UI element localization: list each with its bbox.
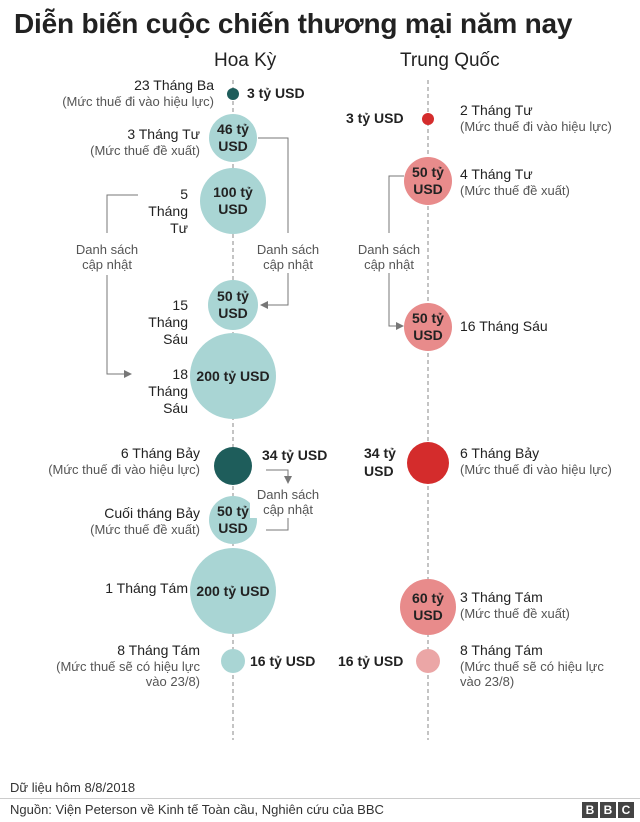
us-label-apr5: 5 Tháng Tư: [148, 186, 188, 236]
china-date-jul6: 6 Tháng Bảy: [460, 445, 540, 461]
chart-title: Diễn biến cuộc chiến thương mại năm nay: [14, 8, 573, 39]
us-note-late-jul: (Mức thuế đề xuất): [90, 521, 200, 537]
china-date-aug3: 3 Tháng Tám: [460, 589, 543, 605]
us-label-aug1: 1 Tháng Tám: [105, 580, 188, 596]
us-bubble-apr5: 100 tỷ USD: [200, 168, 266, 234]
us-update-arrow-1: [260, 272, 289, 309]
us-update-arrow-3: [266, 469, 292, 484]
us-value-jul6: 34 tỷ USD: [262, 447, 328, 463]
us-date-apr3: 3 Tháng Tư: [127, 126, 200, 142]
us-update-arrow-2: [106, 275, 132, 378]
china-date-apr2: 2 Tháng Tư: [460, 102, 533, 118]
us-label-aug8: 8 Tháng Tám (Mức thuế sẽ có hiệu lực vào…: [50, 642, 200, 690]
us-bubble-late-jul: 50 tỷ USD: [209, 496, 257, 544]
us-note-aug8: (Mức thuế sẽ có hiệu lực vào 23/8): [56, 658, 200, 690]
us-bubble-jun18: 200 tỷ USD: [190, 333, 276, 419]
us-value-aug8: 16 tỷ USD: [250, 653, 316, 669]
us-bubble-aug1: 200 tỷ USD: [190, 548, 276, 634]
us-note-apr3: (Mức thuế đề xuất): [90, 142, 200, 158]
column-header-china: Trung Quốc: [400, 50, 500, 71]
update-note-china: Danh sách cập nhật: [352, 242, 426, 273]
column-header-us: Hoa Kỳ: [214, 50, 277, 71]
china-bubble-apr2: [422, 113, 434, 125]
china-label-jun16: 16 Tháng Sáu: [460, 318, 548, 334]
us-note-jul6: (Mức thuế đi vào hiệu lực): [48, 461, 200, 477]
us-label-mar23: 23 Tháng Ba (Mức thuế đi vào hiệu lực): [62, 77, 214, 109]
china-label-aug3: 3 Tháng Tám (Mức thuế đề xuất): [460, 589, 570, 621]
footer-date: Dữ liệu hôm 8/8/2018: [10, 780, 136, 795]
china-date-aug8: 8 Tháng Tám: [460, 642, 543, 658]
china-bubble-aug3: 60 tỷ USD: [400, 579, 456, 635]
bbc-logo: B B C: [582, 802, 634, 818]
us-bubble-jun15: 50 tỷ USD: [208, 280, 258, 330]
us-update-connector-1: [258, 137, 289, 233]
footer-divider: [0, 798, 640, 799]
us-note-mar23: (Mức thuế đi vào hiệu lực): [62, 93, 214, 109]
china-label-aug8: 8 Tháng Tám (Mức thuế sẽ có hiệu lực vào…: [460, 642, 610, 690]
us-bubble-mar23: [227, 88, 239, 100]
us-date-late-jul: Cuối tháng Bảy: [104, 505, 200, 521]
us-update-connector-3: [266, 518, 289, 531]
china-date-apr4: 4 Tháng Tư: [460, 166, 533, 182]
update-note-us-jul: Danh sách cập nhật: [250, 487, 326, 518]
china-bubble-aug8: [416, 649, 440, 673]
china-note-apr2: (Mức thuế đi vào hiệu lực): [460, 118, 612, 134]
us-bubble-aug8: [221, 649, 245, 673]
china-label-apr4: 4 Tháng Tư (Mức thuế đề xuất): [460, 166, 570, 198]
us-date-mar23: 23 Tháng Ba: [134, 77, 214, 93]
us-bubble-apr3: 46 tỷ USD: [209, 114, 257, 162]
us-bubble-jul6: [214, 447, 252, 485]
china-update-arrow: [388, 272, 404, 330]
china-label-jul6: 6 Tháng Bảy (Mức thuế đi vào hiệu lực): [460, 445, 612, 477]
china-note-apr4: (Mức thuế đề xuất): [460, 182, 570, 198]
bbc-logo-letter: C: [618, 802, 634, 818]
china-value-apr2: 3 tỷ USD: [346, 110, 404, 126]
us-label-jun18: 18 Tháng Sáu: [148, 366, 188, 416]
us-label-late-jul: Cuối tháng Bảy (Mức thuế đề xuất): [90, 505, 200, 537]
china-note-jul6: (Mức thuế đi vào hiệu lực): [460, 461, 612, 477]
bbc-logo-letter: B: [600, 802, 616, 818]
china-update-connector: [388, 175, 404, 233]
china-note-aug8: (Mức thuế sẽ có hiệu lực vào 23/8): [460, 658, 604, 690]
bbc-logo-letter: B: [582, 802, 598, 818]
us-value-mar23: 3 tỷ USD: [247, 85, 305, 101]
china-value-aug8: 16 tỷ USD: [338, 653, 404, 669]
update-note-us-right: Danh sách cập nhật: [250, 242, 326, 273]
us-label-jul6: 6 Tháng Bảy (Mức thuế đi vào hiệu lực): [48, 445, 200, 477]
us-label-apr3: 3 Tháng Tư (Mức thuế đề xuất): [90, 126, 200, 158]
footer-source: Nguồn: Viện Peterson về Kinh tế Toàn cầu…: [10, 802, 384, 817]
us-date-jul6: 6 Tháng Bảy: [120, 445, 200, 461]
us-label-jun15: 15 Tháng Sáu: [148, 297, 188, 347]
china-bubble-jun16: 50 tỷ USD: [404, 303, 452, 351]
china-bubble-jul6: [407, 442, 449, 484]
china-bubble-apr4: 50 tỷ USD: [404, 157, 452, 205]
china-value-jul6: 34 tỷ USD: [364, 445, 396, 479]
us-update-connector-2: [106, 194, 138, 233]
china-note-aug3: (Mức thuế đề xuất): [460, 605, 570, 621]
us-date-aug8: 8 Tháng Tám: [117, 642, 200, 658]
china-label-apr2: 2 Tháng Tư (Mức thuế đi vào hiệu lực): [460, 102, 612, 134]
update-note-us-left: Danh sách cập nhật: [70, 242, 144, 273]
